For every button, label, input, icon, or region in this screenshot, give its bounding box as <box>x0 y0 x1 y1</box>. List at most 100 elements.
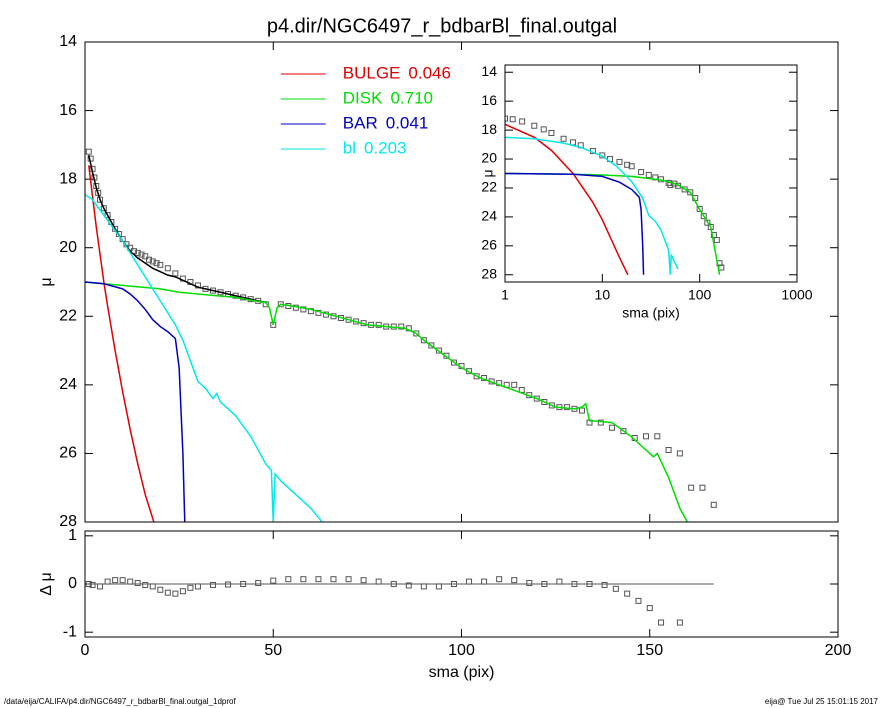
panel: 14 16 18 20 22 24 26 281 10 100 1000 sma (pix) μ <box>480 63 813 321</box>
plot-area <box>85 148 717 522</box>
data-point <box>713 237 720 244</box>
data-point <box>466 578 473 585</box>
legend-fraction: 0.041 <box>386 113 429 132</box>
data-point <box>119 577 126 584</box>
data-point <box>571 581 578 587</box>
data-point <box>681 186 688 193</box>
data-point <box>624 590 631 597</box>
data-point <box>435 347 442 354</box>
data-point <box>104 578 111 585</box>
data-point <box>100 205 107 212</box>
x-tick-label: 10 <box>595 287 611 303</box>
x-tick-label: 150 <box>636 642 663 659</box>
data-point <box>270 577 277 584</box>
data-point <box>696 205 703 212</box>
y-axis-label: μ <box>480 169 496 177</box>
x-tick-label: 0 <box>81 642 90 659</box>
data-point <box>225 581 232 588</box>
y-tick-label: -1 <box>63 623 77 640</box>
data-point <box>642 433 649 440</box>
data-point <box>240 581 247 587</box>
line <box>505 172 721 275</box>
data-point <box>89 581 96 588</box>
legend-label: BAR <box>343 113 378 132</box>
data-point <box>519 118 526 125</box>
data-point <box>450 581 457 587</box>
data-point <box>533 395 540 402</box>
chart-title: p4.dir/NGC6497_r_bdbarBl_final.outgal <box>267 15 617 37</box>
data-point <box>194 583 201 590</box>
x-tick-label: 1000 <box>781 287 812 303</box>
y-tick-label: 24 <box>481 208 497 224</box>
plot-frame <box>504 64 798 283</box>
data-point <box>413 330 420 337</box>
y-tick-label: 20 <box>481 150 497 166</box>
data-point <box>375 578 382 585</box>
data-point <box>164 589 171 596</box>
y-tick-label: 14 <box>59 33 77 50</box>
line <box>88 165 155 522</box>
y-tick-label: 26 <box>59 445 77 462</box>
data-point <box>699 484 706 491</box>
y-axis-label: μ <box>38 277 55 286</box>
y-tick-label: 22 <box>481 179 497 195</box>
data-point <box>556 578 563 585</box>
data-point <box>531 122 538 129</box>
data-point <box>134 580 141 587</box>
data-point <box>85 148 92 155</box>
data-point <box>597 419 604 426</box>
data-point <box>548 129 555 136</box>
data-point <box>645 171 652 178</box>
data-point <box>628 163 635 170</box>
data-point <box>315 576 322 583</box>
data-point <box>646 605 653 612</box>
data-point <box>616 158 623 165</box>
legend-label: DISK <box>343 88 383 107</box>
data-point <box>450 359 457 366</box>
data-point <box>307 308 314 315</box>
data-point <box>548 402 555 409</box>
data-point <box>142 253 149 260</box>
data-point <box>638 169 645 176</box>
x-tick-label: 50 <box>264 642 282 659</box>
y-tick-label: 24 <box>59 376 77 393</box>
data-point <box>210 581 217 588</box>
data-point <box>179 588 186 595</box>
line <box>88 154 266 304</box>
data-point <box>255 580 262 587</box>
plot-frame <box>84 530 839 638</box>
data-point <box>687 189 694 196</box>
data-point <box>704 219 711 226</box>
data-point <box>300 576 307 583</box>
data-point <box>398 323 405 330</box>
data-point <box>157 586 164 593</box>
plot-frame <box>84 41 839 523</box>
data-point <box>586 581 593 587</box>
footer-right: eija@ Tue Jul 25 15:01:15 2017 <box>765 697 879 706</box>
data-point <box>612 585 619 592</box>
data-point <box>300 306 307 313</box>
x-axis-label: sma (pix) <box>622 305 680 321</box>
data-point <box>620 428 627 435</box>
data-point <box>97 583 104 590</box>
y-tick-label: 26 <box>481 237 497 253</box>
data-point <box>375 321 382 328</box>
line <box>85 281 689 522</box>
data-point <box>360 577 367 584</box>
data-point <box>172 270 179 277</box>
y-tick-label: 16 <box>481 92 497 108</box>
data-point <box>172 590 179 597</box>
data-point <box>146 256 153 263</box>
y-tick-label: 18 <box>59 170 77 187</box>
plot-area <box>85 576 714 626</box>
data-point <box>676 450 683 457</box>
data-point <box>164 265 171 272</box>
data-point <box>435 583 442 590</box>
y-tick-label: 1 <box>68 527 77 544</box>
data-point <box>473 373 480 380</box>
data-point <box>405 582 412 589</box>
data-point <box>85 581 92 587</box>
legend-fraction: 0.046 <box>408 63 451 82</box>
y-axis-label: Δ μ <box>38 572 55 595</box>
